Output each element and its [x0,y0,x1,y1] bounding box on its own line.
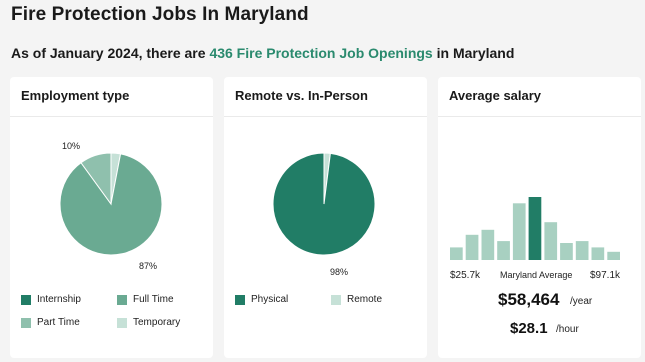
legend-label-part-time: Part Time [37,317,80,328]
salary-bar-highlight [528,197,542,260]
legend-label-physical: Physical [251,294,289,305]
annual-salary-value: $58,464 [498,290,560,309]
salary-average-axis-label: Maryland Average [500,270,573,280]
employment-type-card: Employment type 10% 87% Internship Full … [10,77,213,358]
card-divider [224,116,427,117]
salary-bar [497,241,510,260]
physical-pct-label: 98% [330,267,349,277]
legend-item-remote: Remote [331,294,382,305]
internship-swatch [21,294,31,305]
subtitle-prefix: As of January 2024, there are [11,45,210,61]
part-time-swatch [21,317,31,328]
legend-item-part-time: Part Time [21,317,80,328]
legend-label-remote: Remote [347,294,383,305]
pie-slice-part-time [80,152,112,206]
pie-slice-physical [272,152,376,256]
remote-vs-in-person-card: Remote vs. In-Person 98% Physical Remote [224,77,427,358]
card-divider [438,116,641,117]
legend-item-full-time: Full Time [117,294,174,305]
average-salary-title: Average salary [449,88,542,103]
legend-item-physical: Physical [235,294,288,305]
salary-bar [575,241,589,260]
legend-item-internship: Internship [21,294,81,305]
full-time-swatch [117,294,127,305]
remote-swatch [331,294,341,305]
temporary-swatch [117,317,127,328]
page-title: Fire Protection Jobs In Maryland [11,4,309,25]
physical-swatch [235,294,245,305]
page-subtitle: As of January 2024, there are 436 Fire P… [11,45,514,61]
salary-histogram [450,197,620,260]
legend-label-full-time: Full Time [133,294,174,305]
annual-salary-unit: /year [570,296,593,307]
hourly-salary-value: $28.1 [510,320,548,337]
salary-bar [560,243,573,260]
salary-min-label: $25.7k [450,270,481,281]
salary-bar [450,247,463,260]
legend-label-internship: Internship [37,294,81,305]
salary-bar [607,251,620,260]
salary-bar [465,234,479,260]
part-time-pct-label: 10% [62,141,81,151]
card-divider [10,116,213,117]
job-openings-count: 436 Fire Protection Job Openings [209,45,433,61]
full-time-pct-label: 87% [139,261,158,271]
salary-bar [544,222,558,260]
salary-bar [591,247,605,260]
salary-bar [512,203,526,260]
remote-vs-in-person-pie-chart [272,152,376,256]
legend-item-temporary: Temporary [117,317,180,328]
salary-bar [481,229,495,260]
legend-label-temporary: Temporary [133,317,181,328]
subtitle-suffix: in Maryland [432,45,515,61]
hourly-salary-unit: /hour [556,324,579,335]
remote-vs-in-person-title: Remote vs. In-Person [235,88,368,103]
salary-max-label: $97.1k [590,270,621,281]
employment-type-title: Employment type [21,88,130,103]
average-salary-card: Average salary $25.7k Maryland Average $… [438,77,641,358]
employment-type-pie-chart [59,152,163,256]
